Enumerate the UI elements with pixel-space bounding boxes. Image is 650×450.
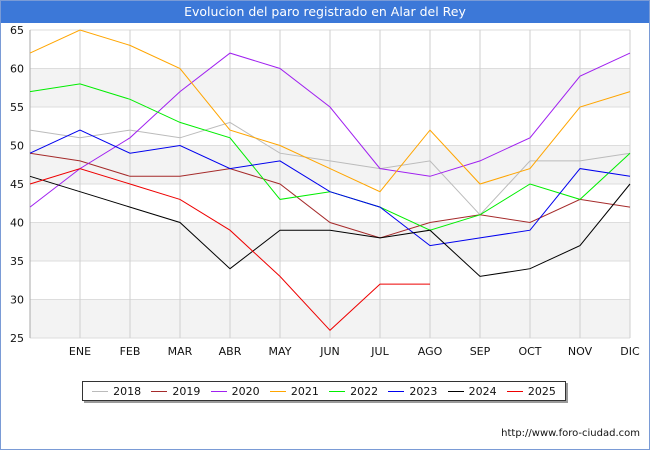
y-tick-label: 40 (10, 217, 24, 230)
x-tick-label: MAR (168, 345, 193, 358)
legend-item-2019: 2019 (151, 385, 200, 398)
legend-swatch (92, 390, 109, 392)
legend-swatch (329, 390, 346, 392)
legend-swatch (447, 390, 464, 392)
series-line-2025 (29, 168, 430, 332)
legend-label: 2021 (290, 384, 319, 398)
legend-label: 2025 (527, 384, 556, 398)
series-line-2021 (29, 29, 631, 193)
series-line-2024 (29, 175, 631, 277)
series-line-2020 (29, 52, 631, 208)
x-tick-label: OCT (518, 345, 541, 358)
series-line-2018 (29, 121, 631, 216)
x-tick-label: NOV (568, 345, 593, 358)
x-tick-label: ABR (219, 345, 242, 358)
x-tick-label: AGO (418, 345, 443, 358)
legend-label: 2024 (468, 384, 497, 398)
series-line-2023 (29, 129, 631, 247)
legend-swatch (210, 390, 227, 392)
legend-swatch (388, 390, 405, 392)
legend-item-2022: 2022 (329, 385, 378, 398)
legend-item-2021: 2021 (269, 384, 319, 398)
x-tick-label: JUL (370, 345, 389, 358)
legend-label: 2023 (409, 384, 438, 398)
y-tick-label: 55 (10, 101, 24, 114)
legend-label: 2018 (113, 384, 142, 398)
chart-title: Evolucion del paro registrado en Alar de… (1, 1, 649, 23)
x-tick-label: DIC (620, 345, 640, 358)
x-tick-label: FEB (120, 345, 141, 358)
legend-item-2023: 2023 (388, 385, 437, 398)
legend-item-2018: 2018 (92, 385, 141, 398)
legend-swatch (151, 390, 168, 392)
legend-item-2020: 2020 (210, 384, 260, 398)
y-tick-label: 45 (10, 178, 24, 191)
legend-swatch (269, 390, 286, 392)
y-tick-label: 50 (10, 140, 24, 153)
y-tick-label: 60 (10, 63, 24, 76)
legend-label: 2022 (350, 384, 379, 398)
legend-swatch (506, 390, 523, 392)
y-tick-label: 35 (10, 255, 24, 268)
x-tick-label: ENE (69, 345, 91, 358)
legend-item-2025: 2025 (506, 384, 556, 398)
chart-legend: 2018 2019 2020 2021 2022 2023 2024 2025 (82, 381, 566, 401)
y-tick-label: 25 (10, 332, 24, 345)
source-credit: http://www.foro-ciudad.com (501, 428, 640, 439)
series-line-2019 (29, 152, 631, 239)
y-tick-label: 30 (10, 294, 24, 307)
x-tick-label: SEP (470, 345, 491, 358)
x-tick-label: JUN (319, 345, 340, 358)
y-tick-label: 65 (10, 24, 24, 37)
legend-item-2024: 2024 (447, 384, 497, 398)
legend-label: 2020 (231, 384, 260, 398)
x-tick-label: MAY (269, 345, 292, 358)
legend-label: 2019 (172, 384, 201, 398)
